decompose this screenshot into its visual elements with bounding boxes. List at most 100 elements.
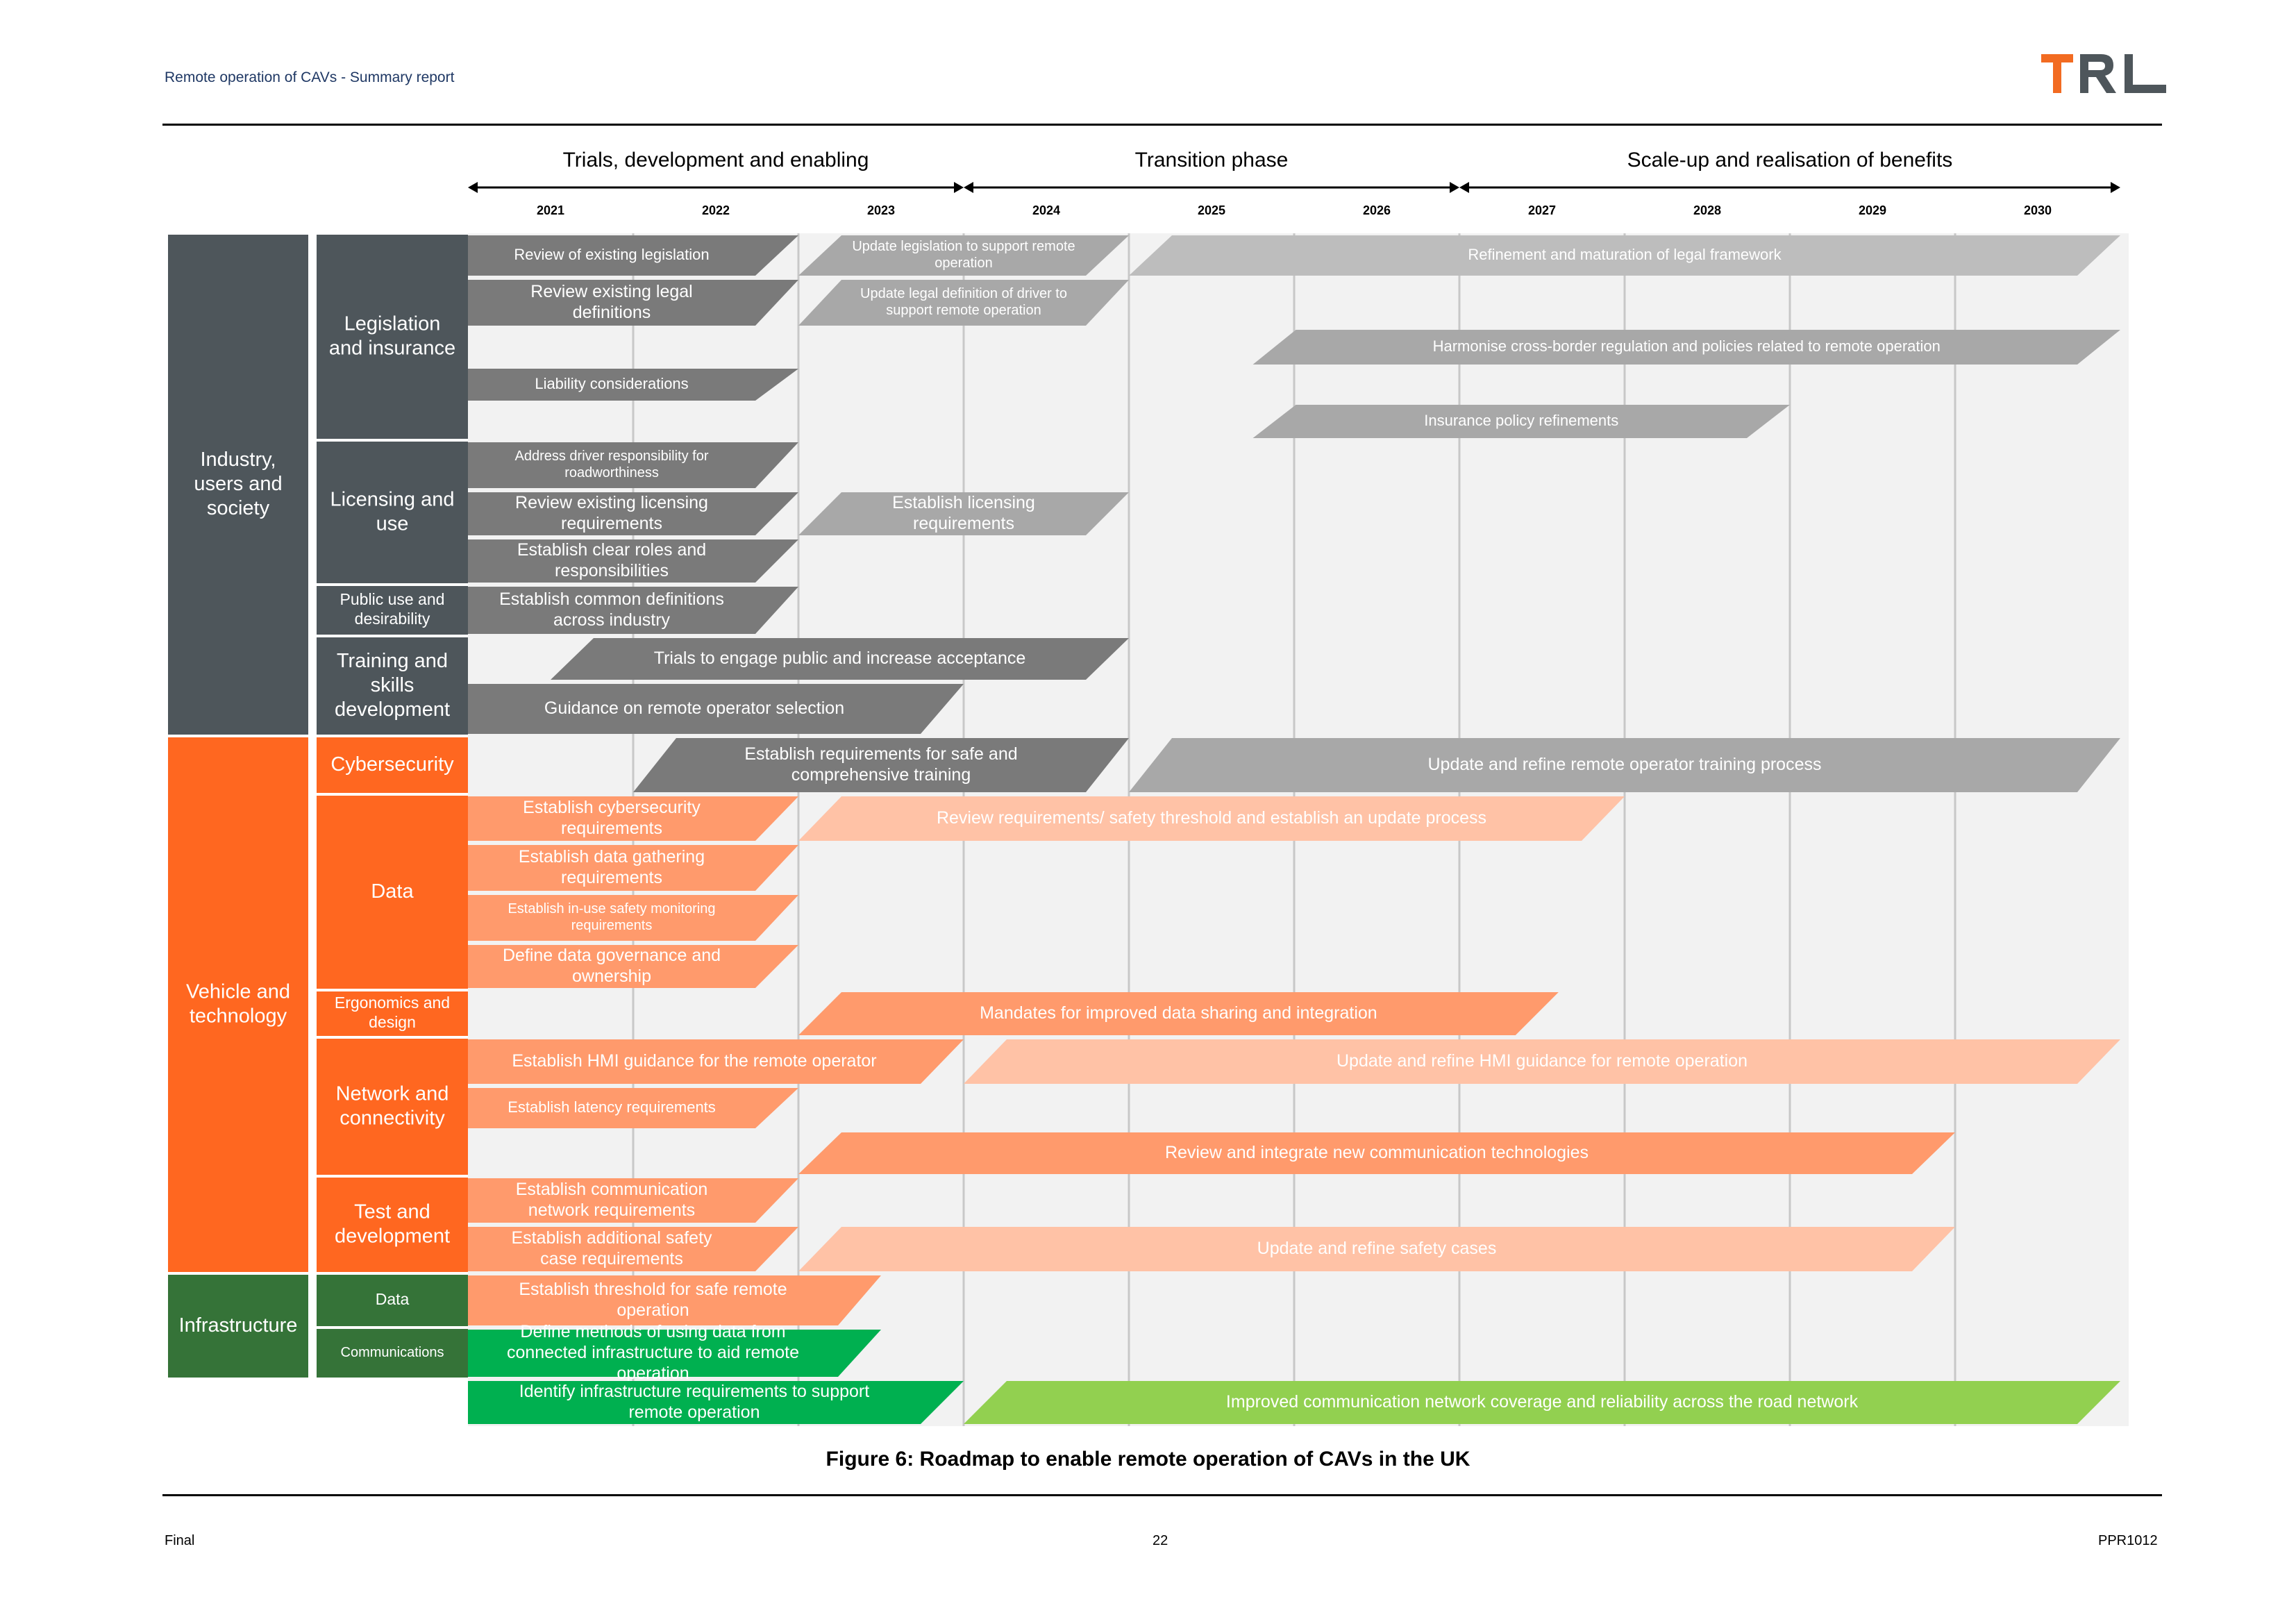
activity-bar (468, 684, 964, 734)
category-block (168, 235, 308, 735)
activity-label: Update and refine HMI guidance for remot… (1336, 1051, 1748, 1071)
subcategory-label: Data (371, 880, 414, 903)
activity-bar (798, 492, 1129, 535)
year-label-2028: 2028 (1693, 203, 1721, 217)
activity-label: Establish communication network requireme… (516, 1180, 708, 1220)
phase-label: Scale-up and realisation of benefits (1627, 149, 1953, 171)
activity-label: Establish in-use safety monitoring requir… (508, 901, 715, 933)
report-title: Remote operation of CAVs - Summary repor… (165, 69, 455, 85)
activity-label: Mandates for improved data sharing and i… (980, 1003, 1377, 1023)
activity-label: Update and refine remote operator traini… (1428, 755, 1822, 774)
activity-label: Update and refine safety cases (1257, 1239, 1497, 1258)
year-label-2029: 2029 (1859, 203, 1886, 217)
activity-bar (468, 1275, 881, 1325)
category-block (168, 1275, 308, 1378)
activity-label: Establish latency requirements (508, 1098, 716, 1116)
subcategory-block (317, 235, 468, 439)
activity-bar (798, 1227, 1955, 1271)
subcategory-label: Public use and desirability (340, 590, 445, 628)
subcategory-block (317, 637, 468, 735)
activity-label: Identify infrastructure requirements to … (519, 1382, 869, 1422)
activity-label: Liability considerations (535, 375, 688, 392)
subcategory-block (317, 442, 468, 583)
subcategory-block (317, 796, 468, 989)
activity-label: Establish clear roles and responsibilitie… (517, 540, 706, 580)
figure-caption: Figure 6: Roadmap to enable remote opera… (826, 1448, 1470, 1471)
activity-label: Update legislation to support remote oper… (852, 239, 1075, 271)
activity-bar (1252, 405, 1790, 438)
activity-label: Establish cybersecurity requirements (523, 798, 701, 838)
category-label: Vehicle and technology (186, 980, 290, 1027)
activity-label: Establish additional safety case requirem… (511, 1228, 712, 1269)
subcategory-block (317, 737, 468, 793)
year-label-2024: 2024 (1032, 203, 1060, 217)
subcategory-label: Test and development (335, 1200, 450, 1247)
activity-bar (468, 845, 798, 891)
year-label-2025: 2025 (1198, 203, 1225, 217)
activity-label: Trials to engage public and increase acc… (654, 648, 1026, 668)
activity-bar (798, 796, 1625, 841)
year-label-2022: 2022 (702, 203, 730, 217)
subcategory-block (317, 1178, 468, 1272)
subcategory-label: Cybersecurity (330, 753, 454, 776)
subcategory-label: Legislation and insurance (329, 312, 455, 359)
activity-label: Establish licensing requirements (892, 493, 1035, 533)
activity-bar (551, 638, 1129, 680)
activity-label: Establish threshold for safe remote opera… (519, 1280, 787, 1320)
activity-bar (1252, 330, 2120, 365)
activity-bar (468, 1381, 964, 1424)
activity-label: Define methods of using data from connect… (507, 1322, 799, 1383)
activity-bar (468, 539, 798, 583)
activity-bar (468, 1227, 798, 1271)
category-label: Industry, users and society (194, 449, 282, 519)
activity-label: Establish HMI guidance for the remote op… (512, 1051, 876, 1071)
activity-bar (468, 369, 798, 401)
report-code: PPR1012 (2098, 1533, 2158, 1548)
year-label-2023: 2023 (867, 203, 895, 217)
subcategory-block (317, 1329, 468, 1378)
activity-label: Establish requirements for safe and compr… (744, 744, 1017, 785)
activity-label: Review and integrate new communication t… (1165, 1143, 1589, 1162)
category-block (168, 737, 308, 1272)
activity-bar (468, 587, 798, 634)
phase-1 (468, 182, 964, 193)
activity-bar (468, 492, 798, 535)
activity-bar (468, 895, 798, 941)
activity-label: Review requirements/ safety threshold an… (937, 808, 1486, 828)
activity-bar (798, 280, 1129, 326)
activity-label: Review existing legal definitions (530, 282, 692, 322)
trl-logo (2041, 54, 2166, 93)
activity-bar (468, 1088, 798, 1128)
activity-bar (633, 738, 1129, 792)
activity-label: Establish common definitions across indus… (499, 589, 724, 630)
activity-label: Review of existing legislation (514, 246, 709, 263)
activity-label: Improved communication network coverage … (1226, 1392, 1859, 1412)
activity-label: Review existing licensing requirements (515, 493, 708, 533)
activity-bar (798, 1132, 1955, 1174)
activity-bar (798, 992, 1559, 1035)
year-label-2027: 2027 (1528, 203, 1556, 217)
activity-label: Refinement and maturation of legal frame… (1468, 246, 1782, 263)
year-label-2030: 2030 (2024, 203, 2052, 217)
activity-label: Harmonise cross-border regulation and po… (1433, 337, 1941, 355)
activity-bar (964, 1039, 2120, 1084)
activity-bar (468, 1330, 881, 1377)
subcategory-block (317, 1039, 468, 1175)
activity-bar (468, 1178, 798, 1223)
year-label-2021: 2021 (537, 203, 564, 217)
activity-label: Establish data gathering requirements (519, 847, 705, 887)
activity-bar (964, 1381, 2120, 1424)
header-rule (162, 124, 2162, 126)
subcategory-label: Communications (341, 1345, 444, 1360)
activity-bar (1129, 738, 2120, 792)
subcategory-block (317, 991, 468, 1036)
subcategory-label: Network and connectivity (336, 1082, 449, 1129)
subcategory-block (317, 586, 468, 635)
activity-bar (468, 280, 798, 326)
subcategory-label: Training and skills development (335, 650, 450, 721)
activity-bar (468, 796, 798, 841)
year-label-2026: 2026 (1363, 203, 1391, 217)
activity-bar (1129, 235, 2120, 276)
phase-label: Transition phase (1135, 149, 1289, 171)
